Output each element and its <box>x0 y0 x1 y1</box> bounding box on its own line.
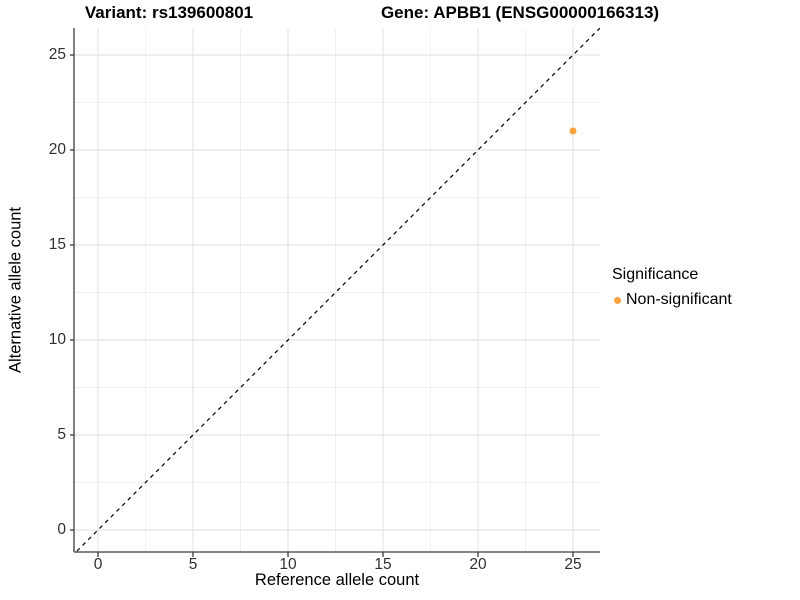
legend: Significance Non-significant <box>612 266 732 309</box>
y-tick-label: 10 <box>48 331 66 348</box>
legend-item-label: Non-significant <box>626 291 732 308</box>
y-tick-label: 0 <box>57 521 66 538</box>
y-tick-label: 5 <box>57 426 66 443</box>
x-tick-label: 5 <box>188 556 198 573</box>
x-tick-label: 10 <box>279 556 297 573</box>
y-tick-label: 15 <box>48 236 66 253</box>
data-point <box>569 127 577 135</box>
plot-area <box>70 28 600 557</box>
x-tick-label: 0 <box>93 556 103 573</box>
x-tick-label: 25 <box>564 556 582 573</box>
identity-dashed-line <box>75 28 600 552</box>
gene-title: Gene: APBB1 (ENSG00000166313) <box>380 3 660 22</box>
y-axis-label: Alternative allele count <box>6 206 25 374</box>
legend-point-icon <box>614 296 621 304</box>
legend-title: Significance <box>612 266 699 283</box>
x-tick-label: 20 <box>469 556 487 573</box>
x-tick-label: 15 <box>374 556 392 573</box>
y-tick-label: 20 <box>48 141 66 158</box>
variant-title: Variant: rs139600801 <box>84 3 254 22</box>
x-axis-label: Reference allele count <box>254 571 420 589</box>
y-tick-label: 25 <box>48 46 66 63</box>
legend-item: Non-significant <box>612 291 732 309</box>
